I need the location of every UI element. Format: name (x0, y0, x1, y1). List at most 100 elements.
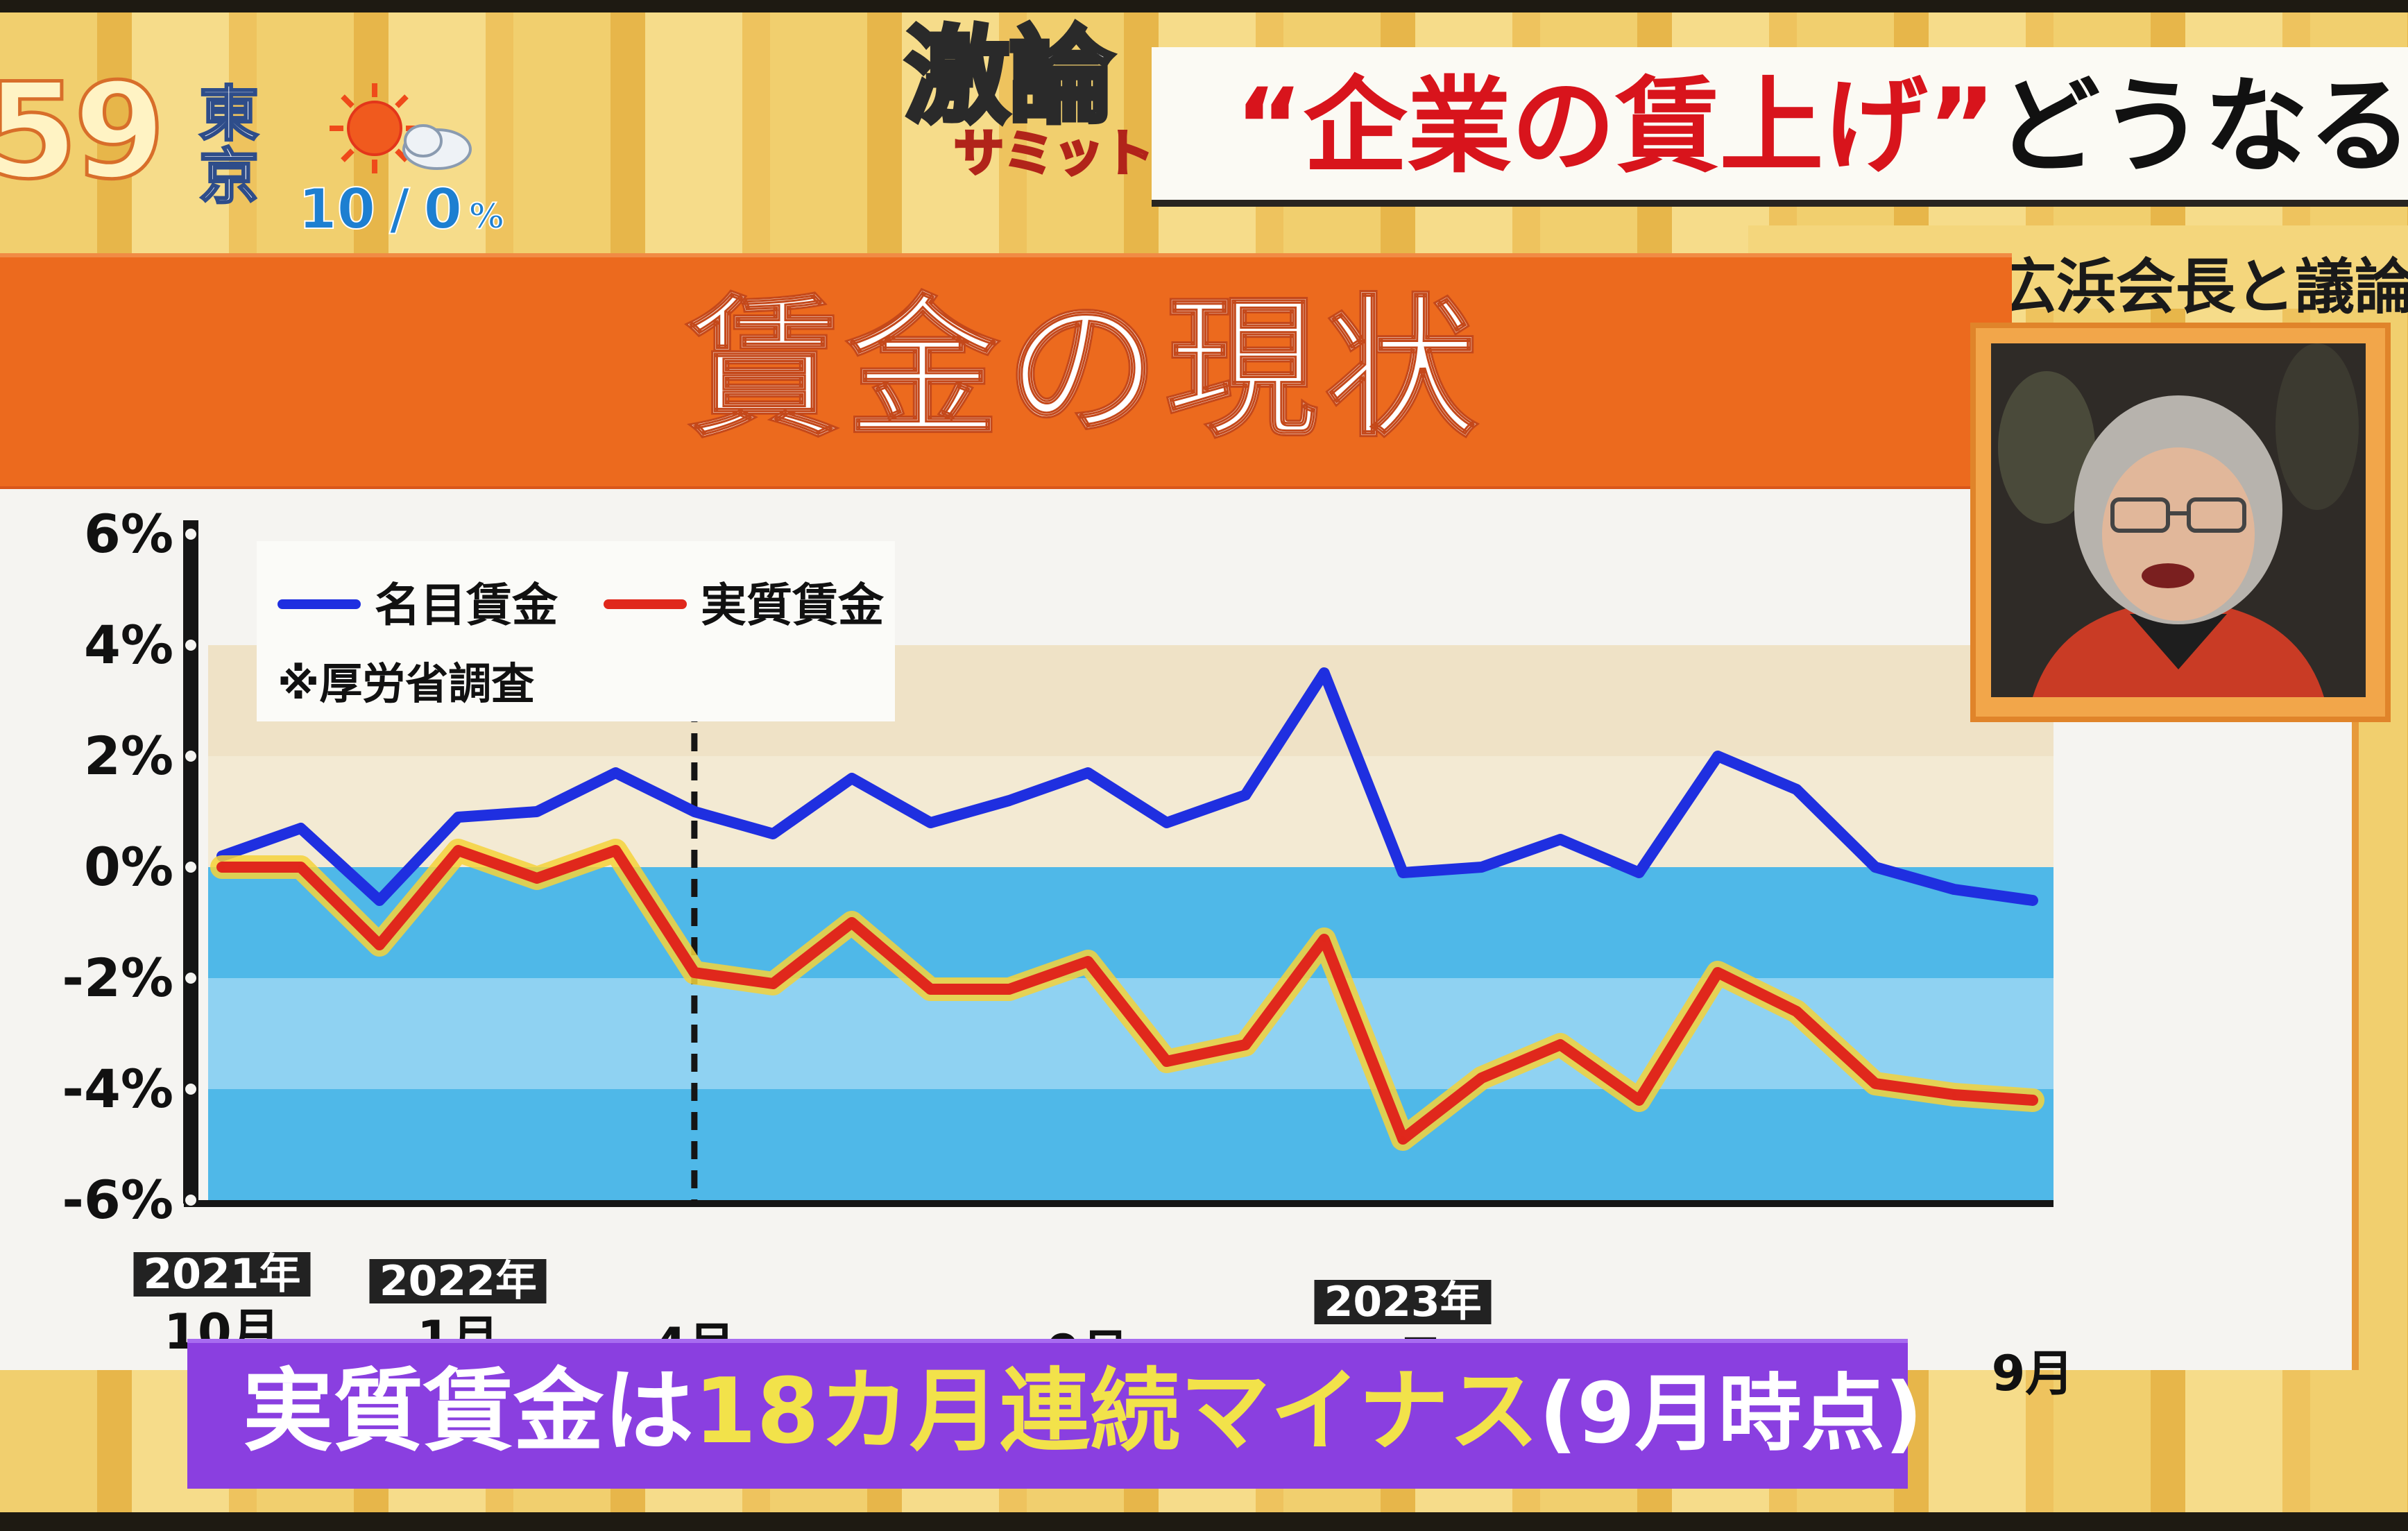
y-tick-dot (185, 1195, 196, 1206)
headline-quote-close: ” (1927, 67, 1997, 187)
headline-tail: どうなる? (1996, 67, 2408, 187)
data-point-nominal (1085, 770, 1091, 776)
y-tick-dot (185, 1084, 196, 1095)
chart-legend: 名目賃金 実質賃金 ※厚労省調査 (257, 541, 895, 721)
data-point-nominal (692, 809, 697, 814)
data-point-real (1479, 1075, 1485, 1081)
data-point-real (770, 981, 776, 986)
data-point-real (692, 970, 697, 975)
precip-value: 0 (423, 176, 463, 242)
weather-separator: / (388, 176, 410, 242)
caption-part-2: 18カ月連続マイナス (694, 1358, 1539, 1464)
negative-band-1 (208, 867, 2053, 978)
y-tick-dot (185, 973, 196, 984)
series-line-nominal (216, 667, 2038, 906)
data-point-real (1400, 1136, 1406, 1142)
data-point-nominal (298, 826, 303, 831)
weather-city: 東京 (198, 80, 260, 212)
data-point-real (2030, 1097, 2035, 1103)
y-tick-label: -6% (62, 1169, 173, 1231)
data-point-real (928, 986, 933, 992)
y-tick-dot (185, 640, 196, 651)
data-point-nominal (455, 814, 461, 820)
series-line-real (216, 845, 2038, 1145)
y-tick-label: 4% (83, 614, 173, 676)
title-band: 賃金の現状 (0, 253, 2012, 493)
data-point-nominal (1557, 837, 1563, 842)
data-point-nominal (1400, 870, 1406, 875)
speaker-portrait (1970, 323, 2391, 722)
person-photo-icon (1991, 343, 2366, 697)
data-point-nominal (2030, 898, 2035, 903)
x-tick-year: 2023年 (1314, 1280, 1492, 1324)
sun-and-cloud-icon (330, 83, 472, 173)
legend-label-real: 実質賃金 (701, 579, 884, 632)
data-point-real (377, 942, 382, 948)
data-point-nominal (613, 770, 618, 776)
data-point-nominal (1872, 864, 1878, 870)
program-logo: 激論 サミット (865, 15, 1215, 212)
headline-bar: “企業の賃上げ”どうなる? (1152, 47, 2408, 207)
data-point-real (1085, 959, 1091, 964)
tv-bezel-top (0, 0, 2408, 12)
data-point-nominal (928, 820, 933, 826)
data-point-real (1557, 1042, 1563, 1047)
negative-band-3 (208, 1089, 2053, 1200)
data-point-nominal (1007, 798, 1012, 803)
data-point-real (298, 864, 303, 870)
data-point-real (1952, 1092, 1957, 1097)
weather-readout: 10/0% (298, 176, 504, 242)
legend-swatch-real (604, 599, 687, 609)
headline-quote-open: “ (1235, 67, 1304, 187)
x-tick-month: 9月 (1991, 1345, 2074, 1402)
y-tick-dot (185, 529, 196, 540)
data-point-real (1322, 936, 1327, 942)
legend-label-nominal: 名目賃金 (375, 579, 558, 632)
data-point-real (219, 864, 225, 870)
data-point-nominal (1715, 753, 1720, 759)
data-point-real (1637, 1097, 1642, 1103)
speaker-photo (1991, 343, 2366, 697)
data-point-real (613, 848, 618, 853)
data-point-nominal (534, 809, 540, 814)
page-title: 賃金の現状 (685, 280, 1485, 458)
data-point-nominal (1322, 670, 1327, 676)
y-tick-label: -4% (62, 1058, 173, 1120)
data-point-nominal (1637, 870, 1642, 875)
y-tick-label: 0% (83, 836, 173, 898)
caption-bar: 実質賃金は18カ月連続マイナス(9月時点) (187, 1339, 1923, 1489)
y-tick-label: -2% (62, 947, 173, 1009)
caption-part-1: 実質賃金は (243, 1358, 694, 1464)
data-point-real (1164, 1059, 1170, 1064)
caption-text: 実質賃金は18カ月連続マイナス(9月時点) (243, 1357, 1923, 1465)
data-point-real (534, 875, 540, 881)
data-point-nominal (1164, 820, 1170, 826)
data-point-nominal (377, 898, 382, 903)
clock-minutes: 59 (0, 55, 167, 208)
chart-panel: 名目賃金 実質賃金 ※厚労省調査 6% 4% 2% 0% -2% -4% -6% 2021年… (0, 489, 2359, 1398)
temperature-value: 10 (298, 176, 376, 242)
data-point-real (1794, 1009, 1800, 1014)
data-point-nominal (849, 776, 855, 781)
data-point-nominal (1479, 864, 1485, 870)
x-tick-year: 2022年 (369, 1259, 547, 1303)
precip-unit: % (468, 196, 504, 237)
legend-source-note: ※厚労省調査 (277, 658, 535, 709)
x-tick-year: 2021年 (133, 1252, 311, 1297)
data-point-nominal (1794, 787, 1800, 792)
data-point-nominal (1243, 792, 1248, 798)
legend-swatch-nominal (277, 599, 361, 609)
logo-sub-text: サミット (953, 124, 1155, 182)
data-point-real (1243, 1042, 1248, 1047)
data-point-real (1872, 1081, 1878, 1086)
data-point-real (1715, 970, 1720, 975)
data-point-real (455, 848, 461, 853)
headline-quote-text: 企業の賃上げ (1303, 67, 1928, 187)
y-tick-dot (185, 751, 196, 762)
data-point-nominal (1952, 887, 1957, 892)
caption-part-3: (9月時点) (1539, 1366, 1923, 1462)
data-point-real (849, 920, 855, 925)
logo-main-text: 激論 (903, 15, 1116, 137)
y-tick-label: 2% (83, 725, 173, 787)
